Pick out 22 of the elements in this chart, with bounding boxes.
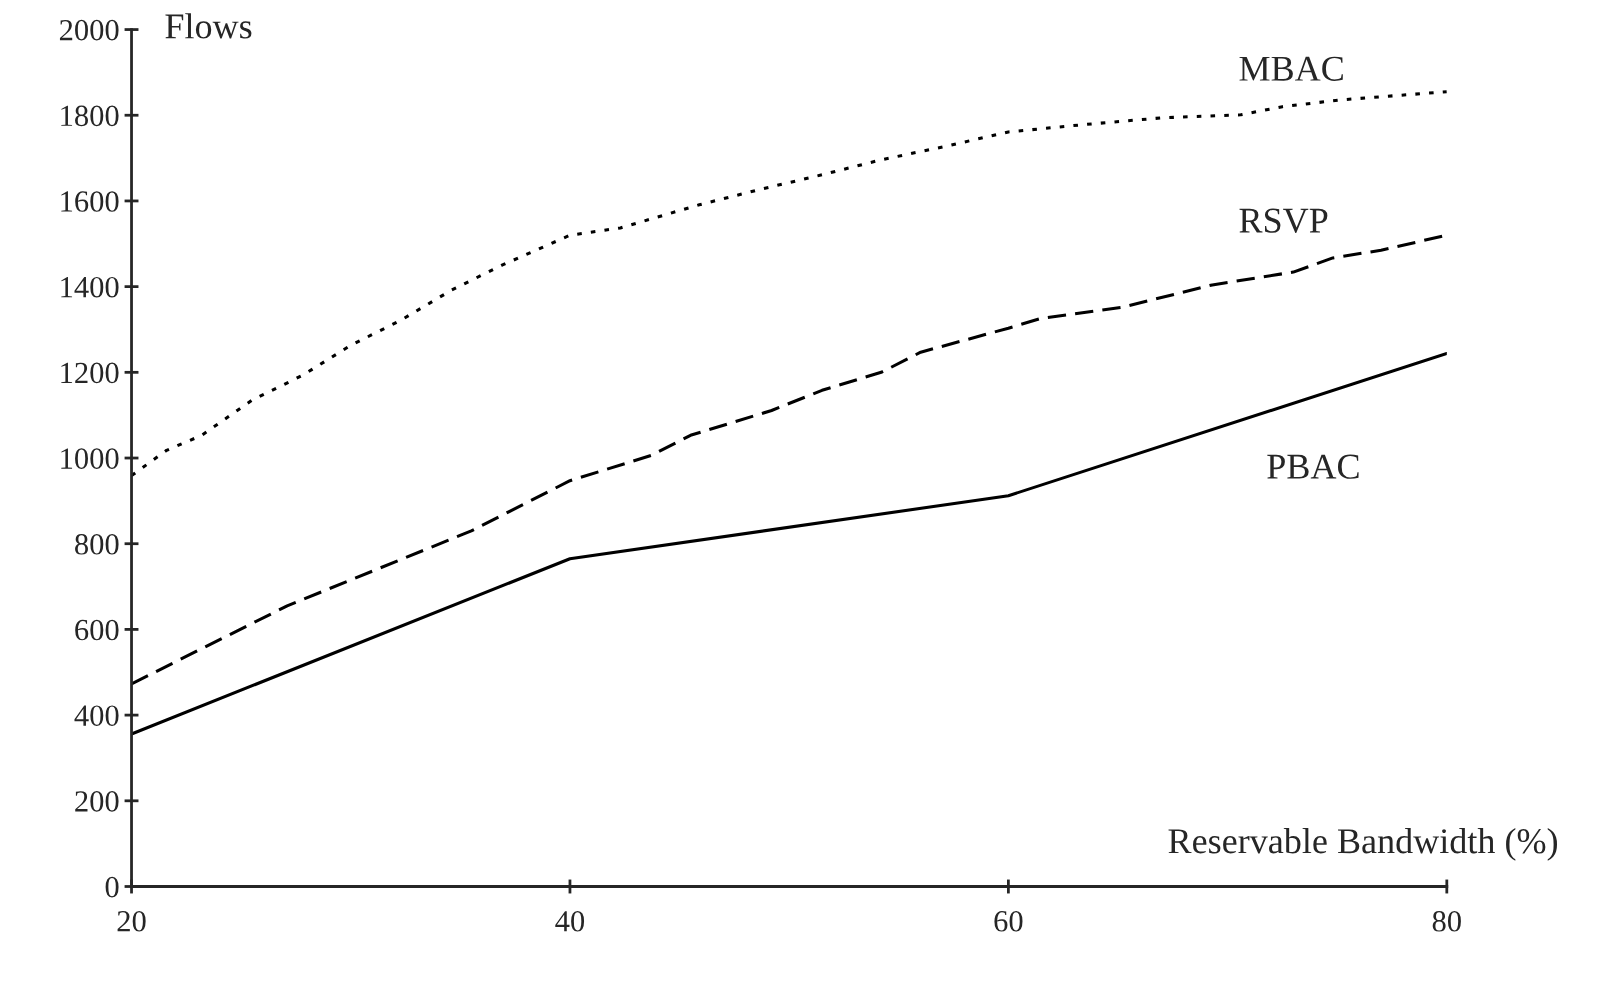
line-series [131, 90, 1447, 478]
y-tick-label: 1000 [61, 448, 119, 469]
y-tick-label: 600 [75, 619, 119, 641]
y-tick-label: 1200 [61, 362, 119, 384]
x-tick-label: 60 [994, 910, 1023, 932]
y-tick-label: 0 [105, 876, 119, 898]
x-tick-label: 40 [555, 910, 585, 932]
y-tick-label: 2000 [59, 19, 119, 41]
series-label: RSVP [1239, 208, 1328, 233]
x-tick-label: 20 [117, 910, 146, 932]
x-tick-label: 80 [1432, 910, 1461, 932]
y-tick-label: 1800 [61, 105, 119, 127]
y-tick-label: 800 [75, 534, 119, 555]
y-tick-label: 1400 [61, 276, 119, 298]
y-tick-label: 200 [75, 791, 119, 812]
y-axis-title: Flows [165, 13, 252, 39]
y-tick-label: 400 [74, 705, 119, 727]
line-series [131, 351, 1447, 736]
series-label: MBAC [1239, 56, 1343, 81]
y-tick-label: 1600 [61, 191, 119, 212]
x-axis-title: Reservable Bandwidth (%) [1168, 828, 1558, 861]
series-label: PBAC [1267, 454, 1359, 479]
